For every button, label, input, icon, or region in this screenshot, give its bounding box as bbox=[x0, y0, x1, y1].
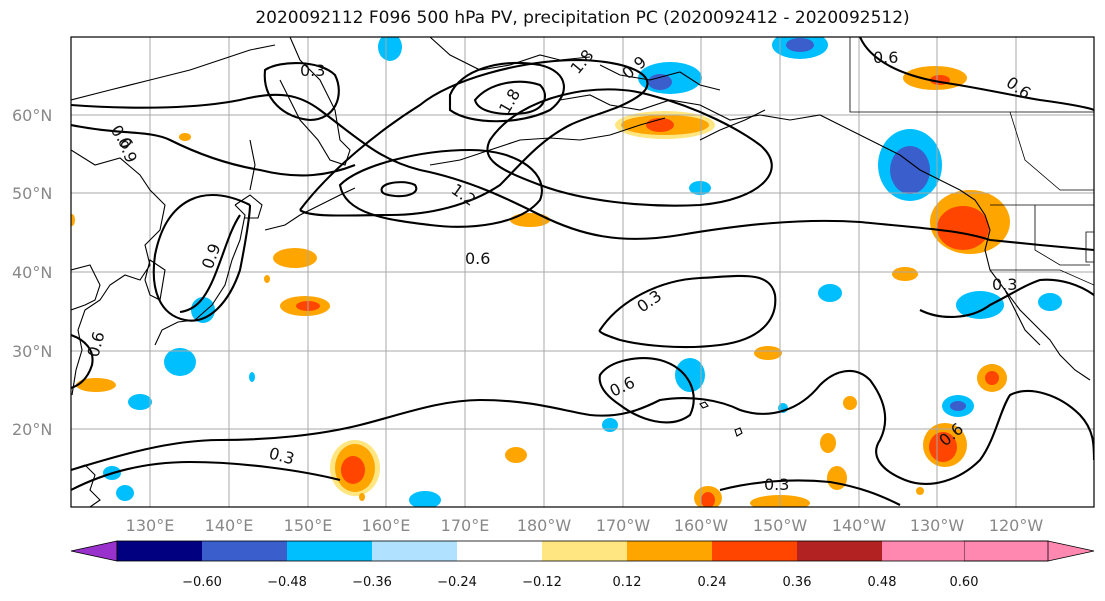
lon-label: 170°E bbox=[441, 516, 490, 535]
precip-positive-patch bbox=[359, 493, 365, 501]
precip-positive-patch bbox=[754, 346, 782, 360]
coastlines bbox=[71, 37, 1091, 507]
contour-label: 0.3 bbox=[764, 475, 789, 494]
map-frame bbox=[70, 36, 1095, 508]
lon-label: 180°W bbox=[517, 516, 572, 535]
colorbar-tick-label: −0.36 bbox=[352, 575, 392, 590]
pv-contours bbox=[71, 37, 1094, 506]
precip-positive-patch bbox=[264, 275, 270, 283]
precip-negative-patch bbox=[128, 394, 152, 410]
lon-label: 150°W bbox=[753, 516, 808, 535]
colorbar-arrow-left bbox=[70, 540, 118, 562]
lon-label: 140°W bbox=[832, 516, 887, 535]
lat-label: 40°N bbox=[12, 263, 52, 282]
lat-label: 30°N bbox=[12, 342, 52, 361]
precip-positive-patch bbox=[505, 447, 527, 463]
precip-positive-patch bbox=[71, 214, 75, 226]
precip-positive-patch bbox=[341, 456, 365, 484]
lon-label: 170°W bbox=[596, 516, 651, 535]
precip-positive-patch bbox=[843, 396, 857, 410]
precip-negative-patch bbox=[689, 181, 711, 195]
precip-positive-patch bbox=[646, 118, 674, 132]
latitude-labels: 60°N 50°N 40°N 30°N 20°N bbox=[12, 106, 52, 439]
colorbar-arrow-right bbox=[963, 540, 1095, 562]
lat-label: 20°N bbox=[12, 420, 52, 439]
precip-negative-patch bbox=[818, 284, 842, 302]
contour-label: 0.6 bbox=[873, 48, 898, 67]
precip-patches bbox=[71, 37, 1062, 507]
colorbar-segment bbox=[457, 541, 542, 561]
lon-label: 130°W bbox=[910, 516, 965, 535]
lon-label: 120°W bbox=[989, 516, 1044, 535]
precip-positive-patch bbox=[76, 378, 116, 392]
precip-negative-patch bbox=[950, 401, 966, 411]
precip-positive-patch bbox=[929, 432, 957, 462]
figure-title: 2020092112 F096 500 hPa PV, precipitatio… bbox=[255, 8, 910, 28]
precip-positive-patch bbox=[827, 466, 847, 490]
contour-label: 0.3 bbox=[992, 275, 1017, 294]
colorbar-tick-label: −0.24 bbox=[437, 575, 477, 590]
precip-negative-patch bbox=[786, 38, 814, 52]
colorbar-segment bbox=[372, 541, 457, 561]
precip-positive-patch bbox=[701, 492, 715, 507]
colorbar-segment bbox=[542, 541, 627, 561]
colorbar-frame bbox=[116, 540, 1049, 562]
lon-label: 160°E bbox=[362, 516, 411, 535]
precip-negative-patch bbox=[956, 291, 1004, 319]
lat-label: 60°N bbox=[12, 106, 52, 125]
colorbar-segment bbox=[882, 541, 964, 561]
colorbar-tick-label: −0.60 bbox=[182, 575, 222, 590]
precip-negative-patch bbox=[409, 491, 441, 507]
precip-positive-patch bbox=[916, 487, 924, 495]
colorbar-tick-label: 0.24 bbox=[698, 575, 727, 590]
colorbar: −0.60 −0.48 −0.36 −0.24 −0.12 0.12 0.24 … bbox=[70, 540, 1095, 590]
contour-label: 0.6 bbox=[465, 249, 490, 268]
precip-negative-patch bbox=[164, 348, 196, 376]
longitude-labels: 130°E 140°E 150°E 160°E 170°E 180°W 170°… bbox=[126, 516, 1044, 535]
precip-negative-patch bbox=[890, 146, 930, 194]
political-boundaries bbox=[849, 37, 1094, 286]
colorbar-tick-label: −0.48 bbox=[267, 575, 307, 590]
colorbar-segment bbox=[117, 541, 202, 561]
colorbar-tick-label: 0.12 bbox=[613, 575, 642, 590]
colorbar-tick-label: 0.60 bbox=[950, 575, 979, 590]
precip-positive-patch bbox=[820, 433, 836, 453]
precip-positive-patch bbox=[985, 371, 999, 385]
colorbar-segment bbox=[797, 541, 882, 561]
colorbar-tick-label: 0.48 bbox=[868, 575, 897, 590]
lon-label: 150°E bbox=[284, 516, 333, 535]
lon-label: 140°E bbox=[205, 516, 254, 535]
lon-label: 130°E bbox=[126, 516, 175, 535]
colorbar-tick-label: 0.36 bbox=[783, 575, 812, 590]
precip-negative-patch bbox=[1038, 293, 1062, 311]
contour-label: 0.3 bbox=[300, 61, 325, 80]
precip-positive-patch bbox=[510, 213, 550, 227]
precip-positive-patch bbox=[273, 248, 317, 268]
precip-negative-patch bbox=[602, 418, 618, 432]
precip-negative-patch bbox=[249, 372, 255, 382]
lon-label: 160°W bbox=[674, 516, 729, 535]
precip-positive-patch bbox=[937, 206, 989, 250]
precip-negative-patch bbox=[378, 37, 402, 61]
colorbar-segment bbox=[202, 541, 287, 561]
lat-label: 50°N bbox=[12, 184, 52, 203]
colorbar-segment bbox=[712, 541, 797, 561]
colorbar-tick-label: −0.12 bbox=[522, 575, 562, 590]
precip-positive-patch bbox=[179, 133, 191, 141]
precip-negative-patch bbox=[648, 74, 672, 90]
precip-negative-patch bbox=[675, 358, 705, 392]
colorbar-segment bbox=[627, 541, 712, 561]
precip-positive-patch bbox=[892, 267, 918, 281]
precip-negative-patch bbox=[116, 485, 134, 501]
colorbar-segment bbox=[287, 541, 372, 561]
